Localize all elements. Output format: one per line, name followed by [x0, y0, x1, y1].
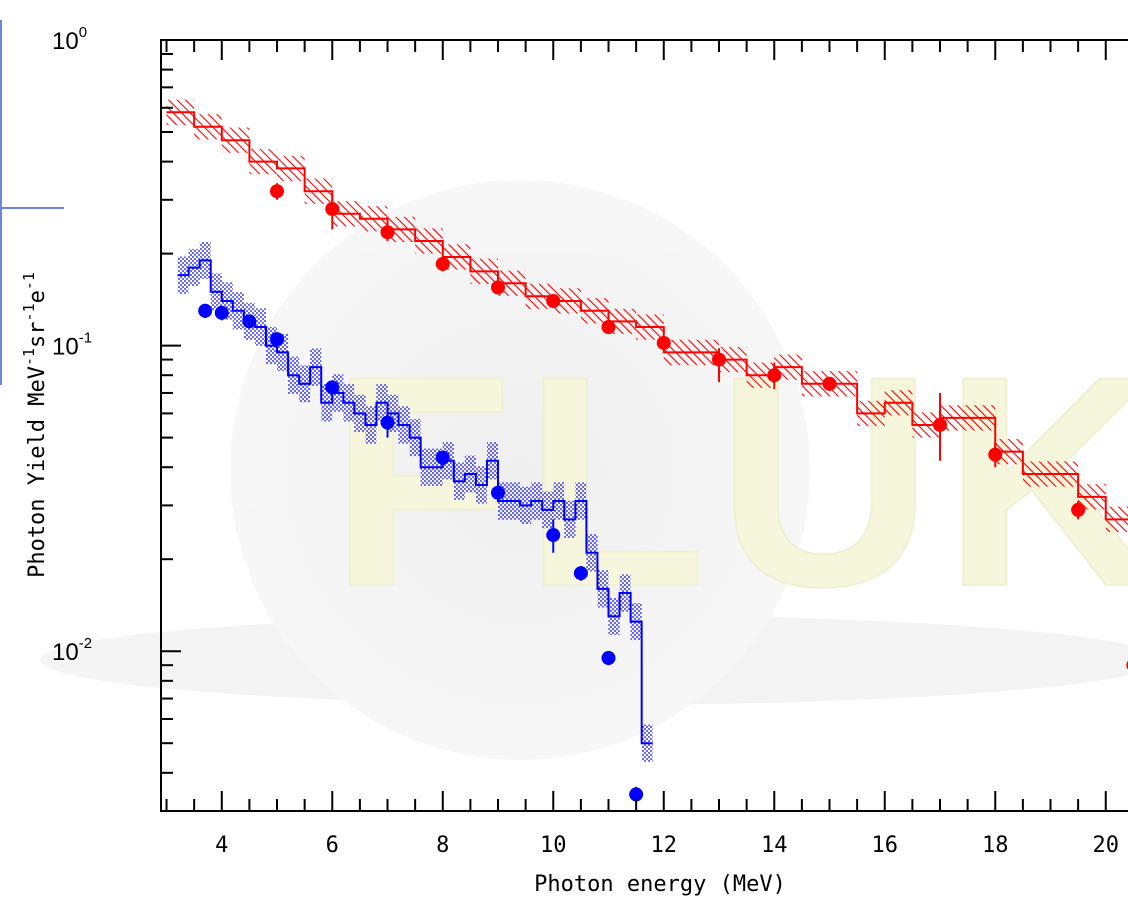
data-point [242, 314, 257, 329]
data-points-red [270, 183, 1128, 670]
data-point [573, 566, 588, 581]
axis-labels: 4 6 8 10 12 14 16 18 20 100 10-1 10-2 [52, 24, 1119, 858]
data-point [270, 332, 285, 347]
data-point [270, 184, 285, 199]
x-tick-label: 12 [651, 833, 678, 858]
axis-ticks [161, 40, 1107, 812]
data-point [325, 380, 340, 395]
data-point [380, 415, 395, 430]
plot-area [166, 99, 1128, 803]
data-point [656, 335, 671, 350]
x-tick-label: 6 [326, 833, 339, 858]
data-point [822, 376, 837, 391]
data-point [435, 450, 450, 465]
y-axis-title: Photon Yield MeV-1sr-1e-1 [20, 272, 50, 578]
histogram-line [166, 111, 1128, 521]
data-point [629, 787, 644, 802]
x-axis-title: Photon energy (MeV) [534, 872, 786, 897]
data-point [380, 225, 395, 240]
data-point [435, 256, 450, 271]
plot-frame [160, 39, 1128, 812]
data-point [198, 303, 213, 318]
x-tick-label: 8 [436, 833, 449, 858]
x-tick-label: 20 [1093, 833, 1120, 858]
data-point [491, 280, 506, 295]
data-point [491, 485, 506, 500]
data-point [546, 293, 561, 308]
x-tick-label: 10 [540, 833, 567, 858]
y-tick-label: 100 [52, 24, 87, 55]
histogram-line [177, 259, 653, 745]
data-point [325, 201, 340, 216]
data-point [933, 417, 948, 432]
y-tick-label: 10-2 [52, 635, 92, 666]
data-point [1071, 502, 1086, 517]
x-tick-label: 18 [982, 833, 1009, 858]
data-point [601, 651, 616, 666]
data-point [712, 352, 727, 367]
data-point [767, 368, 782, 383]
data-point [546, 528, 561, 543]
x-tick-label: 14 [761, 833, 788, 858]
data-point [214, 305, 229, 320]
y-tick-label: 10-1 [52, 330, 92, 361]
data-point [601, 320, 616, 335]
data-points-blue [198, 303, 644, 803]
x-tick-label: 16 [872, 833, 899, 858]
x-tick-label: 4 [215, 833, 228, 858]
data-point [988, 447, 1003, 462]
